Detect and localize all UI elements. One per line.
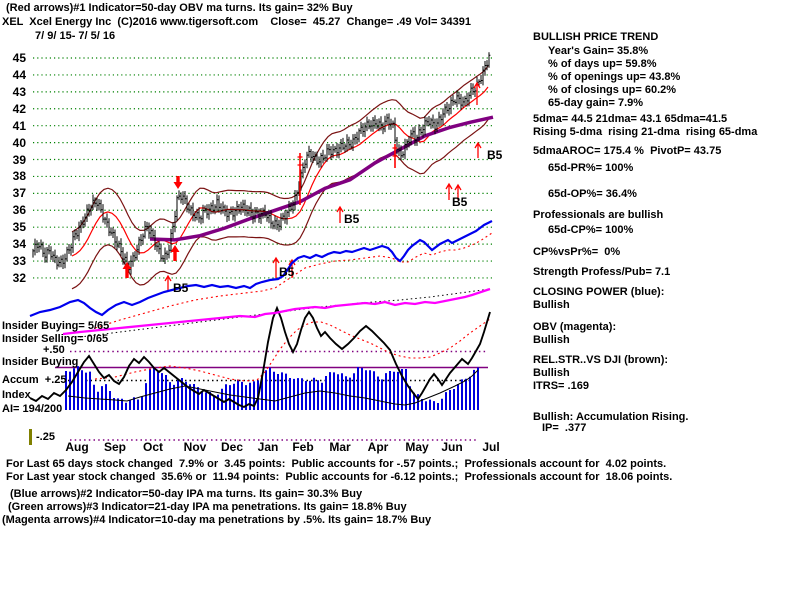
indicator-label: +.50 xyxy=(43,344,65,356)
indicator-label: Insider Buying= 5/65 xyxy=(2,320,110,332)
month-label: Apr xyxy=(367,440,389,454)
month-label: Oct xyxy=(142,440,163,454)
b5-signal-label: B5 xyxy=(344,212,360,226)
y-axis-label: 45 xyxy=(12,51,26,65)
analysis-line: IP= .377 xyxy=(542,422,587,434)
b5-arrow-up xyxy=(164,274,172,292)
indicator-label: Insider Buying xyxy=(2,356,79,368)
analysis-line: 65-day gain= 7.9% xyxy=(548,97,644,109)
analysis-line: % of days up= 59.8% xyxy=(548,58,657,70)
b5-arrow-up xyxy=(445,182,453,200)
analysis-line: 65d-CP%= 100% xyxy=(548,224,634,236)
indicator-1-legend: (Red arrows)#1 Indicator=50-day OBV ma t… xyxy=(6,2,353,14)
y-axis-label: 40 xyxy=(12,135,26,150)
b5-signal-label: B5 xyxy=(279,265,295,279)
month-label: Nov xyxy=(183,440,207,454)
y-axis-label: 36 xyxy=(12,203,26,218)
analysis-line: Rising 5-dma rising 21-dma rising 65-dma xyxy=(533,126,758,138)
sell-arrow-down xyxy=(173,176,183,189)
analysis-line: REL.STR..VS DJI (brown): xyxy=(533,354,669,366)
analysis-line: CLOSING POWER (blue): xyxy=(533,286,665,298)
indicator-label: AI= 194/200 xyxy=(2,403,63,415)
indicator-label: Accum +.25 xyxy=(2,374,67,386)
y-axis-label: 44 xyxy=(12,67,26,82)
rs-ma-dotted-line xyxy=(94,318,491,382)
volume-tick xyxy=(29,429,32,445)
analysis-line: Bullish xyxy=(533,299,570,311)
ohlc-bars xyxy=(32,52,491,275)
analysis-line: % of closings up= 60.2% xyxy=(548,84,677,96)
month-label: Jan xyxy=(257,440,279,454)
month-label: Jul xyxy=(482,440,500,454)
indicator-label: -.25 xyxy=(36,431,55,443)
b5-signal-label: B5 xyxy=(173,281,189,295)
date-range: 7/ 9/ 15- 7/ 5/ 16 xyxy=(35,30,116,42)
analysis-line: Bullish: Accumulation Rising. xyxy=(533,411,689,423)
footer-line: (Magenta arrows)#4 Indicator=10-day ma p… xyxy=(2,514,432,526)
analysis-line: 65d-PR%= 100% xyxy=(548,162,634,174)
signal-vline-tick xyxy=(297,156,303,166)
ticker-header: XEL Xcel Energy Inc (C)2016 www.tigersof… xyxy=(2,16,472,28)
relative-strength-line xyxy=(29,305,491,409)
b5-arrow-up xyxy=(473,81,481,105)
analysis-line: Strength Profess/Pub= 7.1 xyxy=(533,266,671,278)
b5-arrow-up xyxy=(454,183,462,200)
footer-line: For Last 65 days stock changed 7.9% or 3… xyxy=(6,458,667,470)
ai-moving-average-line xyxy=(67,369,479,406)
analysis-line: Year's Gain= 35.8% xyxy=(548,45,649,57)
b5-signal-label: B5 xyxy=(452,195,468,209)
b5-arrow-up xyxy=(336,205,344,223)
month-label: Feb xyxy=(292,440,314,454)
month-label: Mar xyxy=(329,440,351,454)
y-axis-label: 32 xyxy=(12,270,26,285)
obv-line xyxy=(62,287,491,336)
footer-line: (Blue arrows)#2 Indicator=50-day IPA ma … xyxy=(10,488,363,500)
y-axis-label: 43 xyxy=(12,84,26,99)
analysis-line: ITRS= .169 xyxy=(533,380,589,392)
y-axis-label: 35 xyxy=(12,220,26,235)
y-axis-label: 41 xyxy=(12,118,26,133)
analysis-line: OBV (magenta): xyxy=(533,321,617,333)
y-axis-label: 42 xyxy=(12,101,26,116)
footer-line: For Last year stock changed 35.6% or 11.… xyxy=(6,471,673,483)
buy-arrow-up xyxy=(122,262,132,278)
analysis-line: Professionals are bullish xyxy=(533,209,664,221)
analysis-line: % of openings up= 43.8% xyxy=(548,71,681,83)
b5-arrow-up xyxy=(272,256,280,278)
b5-signal-label: B5 xyxy=(487,148,503,162)
y-axis-label: 33 xyxy=(12,254,26,269)
analysis-line: CP%vsPr%= 0% xyxy=(533,246,621,258)
analysis-line: 5dma= 44.5 21dma= 43.1 65dma=41.5 xyxy=(533,113,728,125)
month-label: Jun xyxy=(441,440,463,454)
indicator-label: Insider Selling= 0/65 xyxy=(2,333,109,345)
y-axis-label: 38 xyxy=(12,169,26,184)
buy-arrow-up xyxy=(170,245,180,261)
mid-band-line xyxy=(71,86,489,257)
month-label: May xyxy=(405,440,429,454)
signal-vline-tick xyxy=(392,147,398,157)
footer-line: (Green arrows)#3 Indicator=21-day IPA ma… xyxy=(8,501,407,513)
analysis-line: 65d-OP%= 36.4% xyxy=(548,188,637,200)
y-axis-label: 37 xyxy=(12,186,26,201)
month-label: Aug xyxy=(65,440,89,454)
analysis-line: BULLISH PRICE TREND xyxy=(533,31,659,43)
lower-band-line xyxy=(71,119,489,290)
y-axis-label: 39 xyxy=(12,152,26,167)
accumulation-index-bars xyxy=(65,366,479,410)
y-axis-label: 34 xyxy=(12,237,26,252)
b5-arrow-up xyxy=(474,141,482,158)
analysis-line: Bullish xyxy=(533,367,570,379)
month-label: Sep xyxy=(103,440,126,454)
analysis-line: 5dmaAROC= 175.4 % PivotP= 43.75 xyxy=(533,145,722,157)
closing-power-line xyxy=(29,220,493,318)
upper-band-line xyxy=(71,65,489,233)
analysis-line: Bullish xyxy=(533,334,570,346)
month-label: Dec xyxy=(220,440,243,454)
indicator-label: Index xyxy=(2,389,31,401)
ma65-line xyxy=(149,115,494,242)
